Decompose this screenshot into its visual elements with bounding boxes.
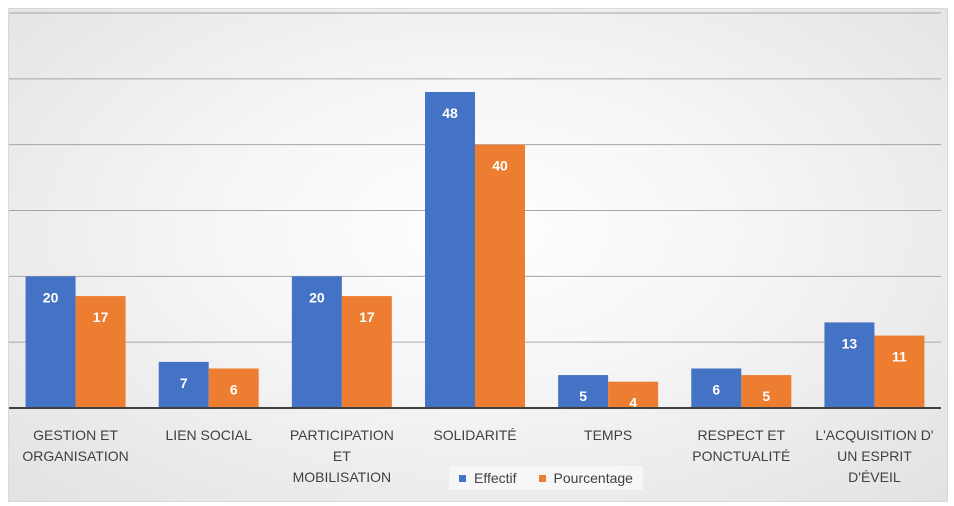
data-label: 17	[359, 309, 375, 325]
bar-effectif	[558, 375, 609, 408]
bar-effectif	[158, 361, 209, 408]
category-label: L'ACQUISITION D'	[815, 427, 933, 443]
category-label: PONCTUALITÉ	[692, 448, 790, 464]
data-label: 13	[842, 335, 858, 351]
category-label: RESPECT ET	[697, 427, 785, 443]
bar-effectif	[824, 322, 875, 408]
data-label: 5	[579, 388, 587, 404]
bar-pourcentage	[75, 296, 126, 408]
bar-pourcentage	[475, 144, 525, 408]
bar-pourcentage	[874, 335, 925, 408]
category-label: ET	[333, 448, 351, 464]
bar-effectif	[691, 368, 742, 408]
data-label: 5	[762, 388, 770, 404]
data-label: 20	[309, 289, 325, 305]
legend: Effectif Pourcentage	[449, 466, 643, 490]
bar-effectif	[25, 276, 76, 408]
category-label: D'ÉVEIL	[848, 469, 901, 485]
data-label: 7	[180, 375, 188, 391]
legend-item-pourcentage: Pourcentage	[538, 470, 633, 486]
category-label: TEMPS	[584, 427, 632, 443]
bar-pourcentage	[208, 368, 259, 408]
legend-label-pourcentage: Pourcentage	[553, 470, 633, 486]
chart-frame: 20 17 GESTION ET ORGANISATION 7 6 LIEN SOCIAL 2…	[8, 8, 948, 502]
category-label: ORGANISATION	[22, 448, 128, 464]
category-label: UN ESPRIT	[837, 448, 912, 464]
data-label: 6	[230, 382, 238, 398]
legend-item-effectif: Effectif	[459, 470, 517, 486]
category-label: GESTION ET	[33, 427, 118, 443]
bar-pourcentage	[341, 296, 392, 408]
category-label: MOBILISATION	[293, 469, 392, 485]
category-label: PARTICIPATION	[290, 427, 394, 443]
data-label: 11	[892, 349, 907, 365]
bar-pourcentage	[741, 375, 792, 408]
data-label: 48	[442, 105, 458, 121]
data-label: 17	[93, 309, 109, 325]
legend-label-effectif: Effectif	[474, 470, 517, 486]
bar-pourcentage	[608, 381, 659, 408]
category-label: SOLIDARITÉ	[433, 427, 516, 443]
data-label: 4	[629, 395, 637, 411]
category-label: LIEN SOCIAL	[166, 427, 253, 443]
bar-chart: 20 17 GESTION ET ORGANISATION 7 6 LIEN SOCIAL 2…	[9, 12, 941, 485]
legend-swatch-effectif	[459, 474, 466, 482]
legend-swatch-pourcentage	[538, 474, 546, 482]
data-label: 6	[712, 382, 720, 398]
bar-effectif	[425, 92, 475, 408]
bar-effectif	[291, 276, 342, 408]
data-label: 40	[492, 158, 508, 174]
data-label: 20	[43, 289, 59, 305]
